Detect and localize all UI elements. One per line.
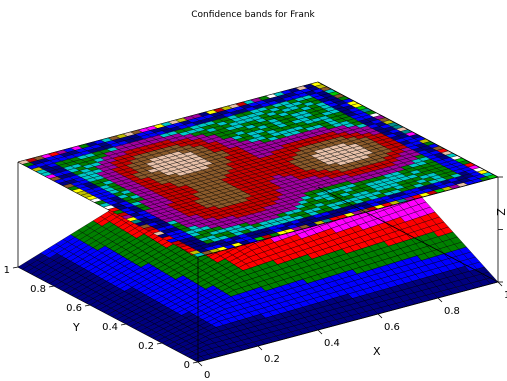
x-tick	[437, 297, 443, 303]
y-tick	[192, 361, 199, 364]
box-edge	[317, 81, 499, 178]
y-tick	[156, 342, 163, 345]
x-tick	[497, 281, 503, 287]
x-tick	[197, 361, 203, 367]
y-tick	[84, 304, 91, 307]
x-tick-label: 0.8	[444, 306, 460, 317]
upper-band-surface	[17, 81, 499, 258]
box-edge	[197, 176, 499, 258]
y-tick-label: 0.6	[66, 303, 82, 314]
box-edge	[317, 186, 499, 283]
y-tick-label: 0.2	[138, 341, 154, 352]
x-axis-label: X	[373, 345, 381, 358]
y-tick-label: 0.8	[30, 284, 46, 295]
x-tick-label: 0.2	[264, 354, 280, 365]
y-tick-label: 0.4	[102, 322, 118, 333]
y-tick-label: 1	[4, 265, 10, 276]
y-axis-label: Y	[72, 321, 80, 334]
box-edge	[197, 281, 499, 363]
x-tick-label: 0	[204, 370, 210, 381]
x-tick	[257, 345, 263, 351]
x-tick-label: 0.6	[384, 322, 400, 333]
x-tick-label: 0.4	[324, 338, 340, 349]
chart-title: Confidence bands for Frank	[191, 10, 315, 20]
y-tick	[48, 285, 55, 288]
axes-box-front	[197, 81, 499, 363]
x-tick	[317, 329, 323, 335]
y-tick-label: 0	[184, 360, 190, 371]
y-tick	[12, 266, 19, 269]
x-tick	[377, 313, 383, 319]
y-tick	[120, 323, 127, 326]
x-tick-label: 1	[504, 290, 507, 301]
z-axis-label: Z	[494, 208, 507, 216]
axis-ticks: 00.20.40.60.8100.20.40.60.8100.51	[4, 176, 507, 381]
